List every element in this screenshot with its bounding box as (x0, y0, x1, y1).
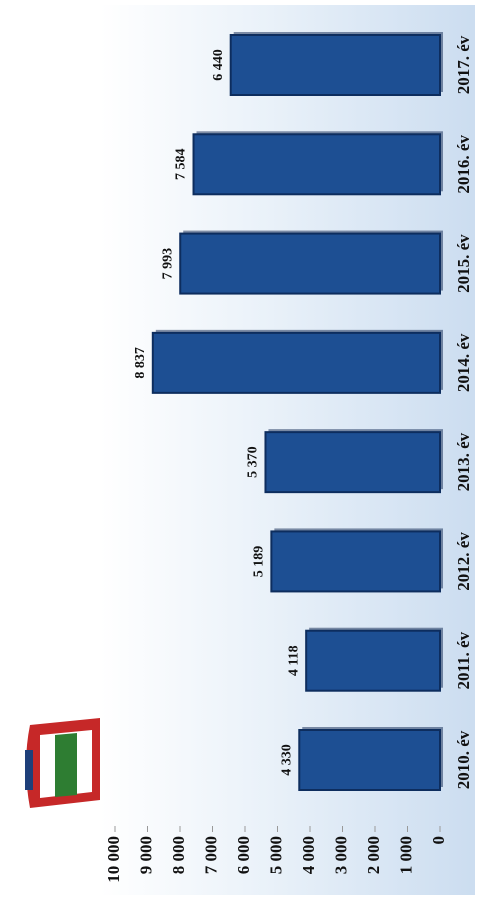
y-tick-label: 8 000 (169, 836, 188, 874)
value-label: 6 440 (211, 49, 226, 81)
bar (264, 431, 441, 494)
bar (151, 331, 442, 394)
y-tick-label: 5 000 (266, 836, 285, 874)
bar (229, 34, 441, 96)
logo (25, 718, 100, 808)
y-tick-label: 3 000 (331, 836, 350, 874)
value-label: 5 370 (246, 446, 261, 478)
value-label: 5 189 (252, 546, 267, 578)
x-tick-label: 2013. év (454, 432, 473, 491)
bar (179, 232, 441, 295)
x-tick-label: 2010. év (454, 730, 473, 789)
x-tick-label: 2016. év (454, 135, 473, 194)
y-tick-label: 6 000 (234, 836, 253, 874)
bar (270, 530, 442, 593)
bar (305, 629, 442, 692)
x-tick-label: 2014. év (454, 333, 473, 392)
value-label: 4 118 (286, 645, 301, 676)
value-label: 4 330 (279, 744, 294, 776)
y-tick-label: 10 000 (104, 836, 123, 883)
x-tick-label: 2017. év (454, 35, 473, 94)
value-label: 8 837 (133, 347, 148, 379)
y-tick-label: 7 000 (201, 836, 220, 874)
y-tick-label: 9 000 (136, 836, 155, 874)
bar (192, 133, 441, 196)
x-tick-label: 2015. év (454, 234, 473, 293)
y-tick-label: 1 000 (396, 836, 415, 874)
value-label: 7 584 (174, 149, 189, 181)
y-tick-label: 4 000 (299, 836, 318, 874)
plot: 0 1 000 2 000 3 000 4 000 5 000 6 000 7 000 8 00… (104, 32, 473, 883)
x-tick-label: 2012. év (454, 532, 473, 591)
x-tick-label: 2011. év (454, 631, 473, 689)
value-label: 7 993 (160, 248, 175, 280)
bar (298, 729, 441, 791)
y-tick-label: 2 000 (364, 836, 383, 874)
y-tick-label: 0 (429, 836, 448, 845)
